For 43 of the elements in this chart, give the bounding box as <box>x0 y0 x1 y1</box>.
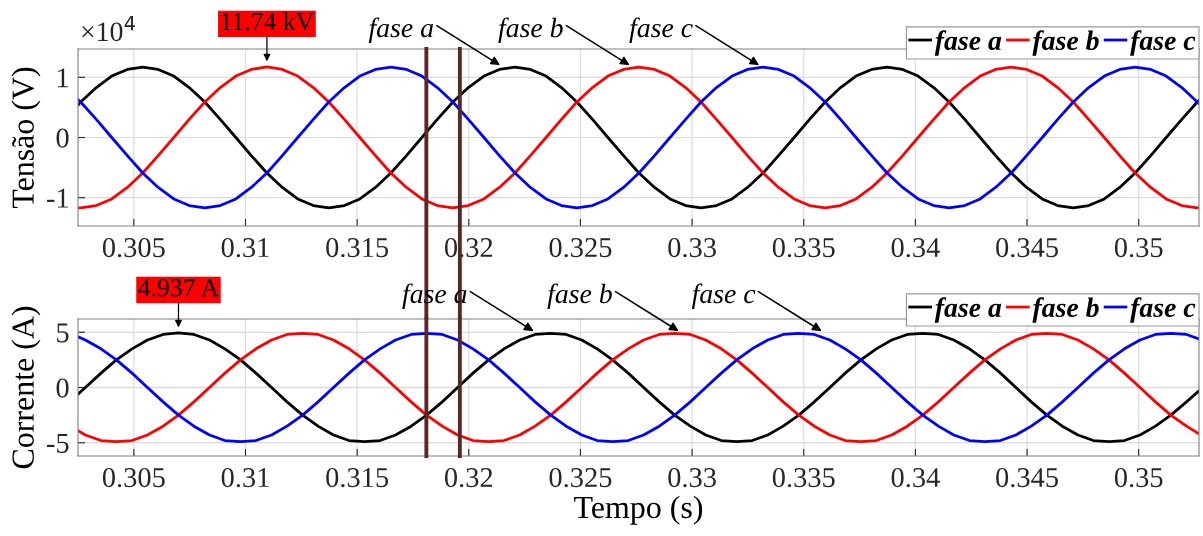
x-tick-label: 0.34 <box>891 467 940 488</box>
y-tick-label: 5 <box>57 323 69 343</box>
x-tick-label: 0.33 <box>668 237 716 258</box>
text: ×10$^{4}$ <box>82 16 135 42</box>
legend-label: fase c <box>1130 297 1196 323</box>
y-axis-title: Tensão (V) <box>11 67 41 209</box>
y-tick-label: -5 <box>47 433 69 453</box>
x-tick-label: 0.31 <box>221 467 269 488</box>
x-tick-label: 0.32 <box>444 467 493 488</box>
legend-label: fase b <box>1032 30 1099 56</box>
annotation: fase c <box>629 17 693 43</box>
x-tick-label: 0.305 <box>102 467 165 488</box>
annotation: fase b <box>498 17 563 43</box>
legend-label: fase a <box>934 30 1002 56</box>
x-tick-label: 0.335 <box>772 237 835 258</box>
x-tick-label: 0.35 <box>1114 467 1163 488</box>
y-tick-label: 0 <box>56 378 69 398</box>
x-tick-label: 0.315 <box>326 237 389 258</box>
annotation: 11.74 kV <box>221 12 314 31</box>
x-tick-label: 0.315 <box>326 467 389 488</box>
x-tick-label: 0.325 <box>549 467 612 488</box>
x-tick-label: 0.305 <box>102 237 165 258</box>
legend-label: fase a <box>934 297 1002 323</box>
annotation: fase a <box>368 17 433 43</box>
x-axis-title: Tempo (s) <box>574 495 703 525</box>
x-tick-label: 0.31 <box>221 237 269 258</box>
y-tick-label: 1 <box>57 68 68 88</box>
x-tick-label: 0.33 <box>668 467 716 488</box>
x-tick-label: 0.34 <box>891 237 940 258</box>
x-tick-label: 0.35 <box>1114 237 1163 258</box>
legend-label: fase c <box>1130 30 1196 56</box>
y-tick-label: 0 <box>56 128 69 148</box>
annotation: fase b <box>547 283 612 309</box>
y-tick-label: -1 <box>47 188 68 208</box>
annotation: fase c <box>691 283 756 309</box>
x-tick-label: 0.345 <box>996 237 1058 258</box>
x-tick-label: 0.335 <box>772 467 835 488</box>
x-tick-label: 0.325 <box>549 237 612 258</box>
y-axis-title: Corrente (A) <box>11 306 41 469</box>
annotation: 4.937 A <box>138 279 219 297</box>
x-tick-label: 0.345 <box>996 467 1058 488</box>
line-series <box>78 65 1199 210</box>
legend-label: fase b <box>1032 297 1099 323</box>
